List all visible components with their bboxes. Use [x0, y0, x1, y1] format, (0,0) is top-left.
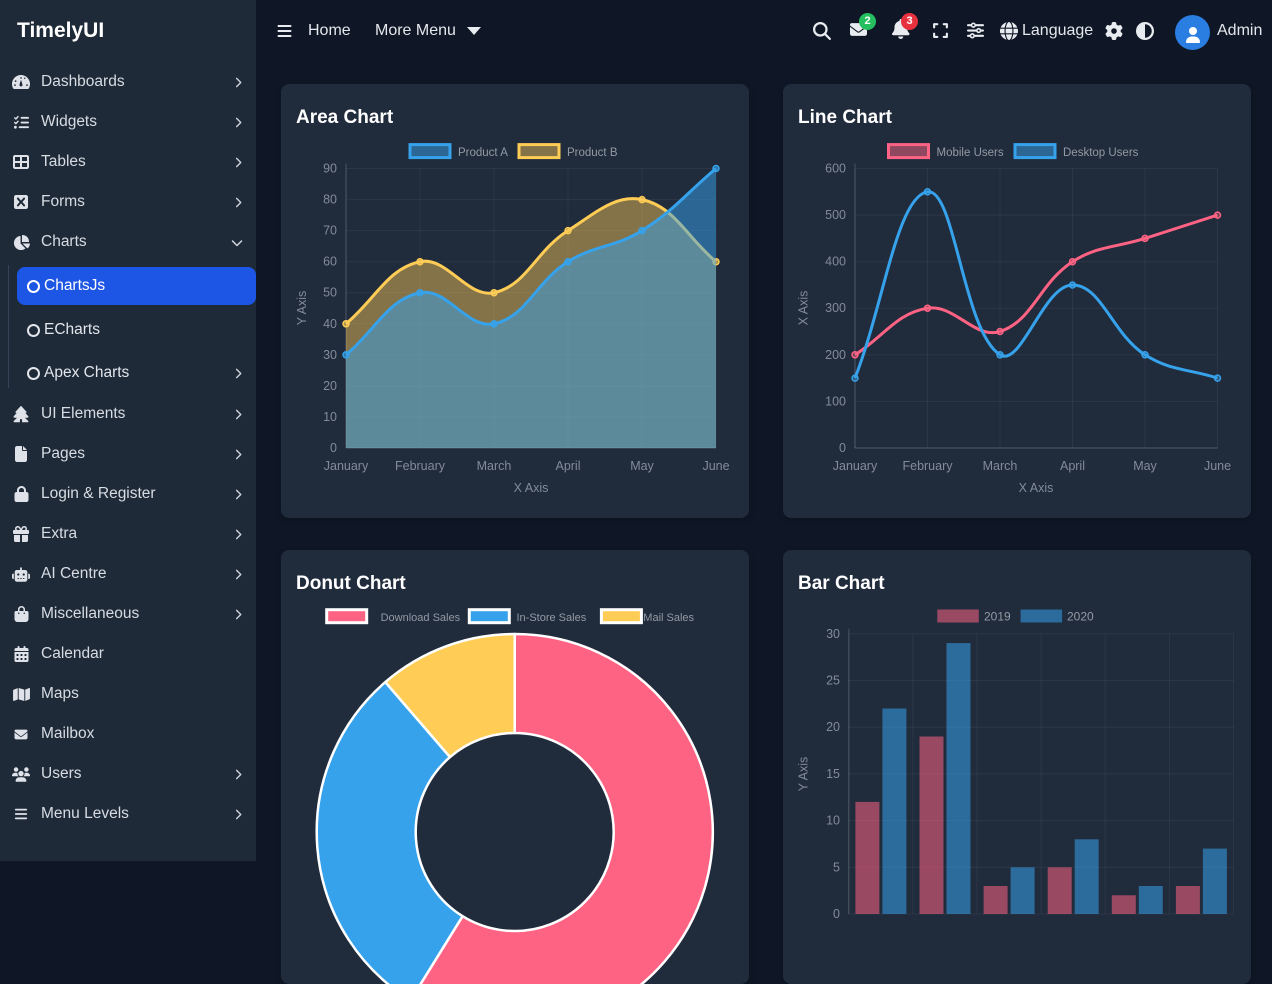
- svg-text:100: 100: [825, 394, 846, 408]
- svg-text:Product B: Product B: [567, 147, 618, 159]
- svg-text:600: 600: [825, 162, 846, 176]
- svg-text:February: February: [902, 459, 953, 473]
- svg-text:300: 300: [825, 301, 846, 315]
- svg-text:X Axis: X Axis: [1019, 481, 1054, 495]
- svg-text:Download Sales: Download Sales: [381, 612, 461, 624]
- svg-text:2019: 2019: [984, 610, 1011, 624]
- svg-text:April: April: [1060, 459, 1085, 473]
- svg-text:Mobile Users: Mobile Users: [937, 147, 1004, 159]
- svg-text:40: 40: [323, 317, 337, 331]
- svg-text:Y Axis: Y Axis: [797, 757, 811, 792]
- svg-text:60: 60: [323, 255, 337, 269]
- svg-text:20: 20: [323, 379, 337, 393]
- svg-text:50: 50: [323, 286, 337, 300]
- svg-text:5: 5: [833, 860, 840, 874]
- svg-text:70: 70: [323, 224, 337, 238]
- svg-text:Y Axis: Y Axis: [295, 291, 309, 326]
- svg-text:March: March: [477, 459, 512, 473]
- svg-text:20: 20: [826, 720, 840, 734]
- svg-text:Desktop Users: Desktop Users: [1063, 147, 1139, 159]
- svg-text:2020: 2020: [1067, 610, 1094, 624]
- svg-text:January: January: [833, 459, 878, 473]
- svg-text:10: 10: [826, 814, 840, 828]
- svg-text:15: 15: [826, 767, 840, 781]
- svg-text:10: 10: [323, 410, 337, 424]
- svg-text:200: 200: [825, 348, 846, 362]
- svg-text:500: 500: [825, 208, 846, 222]
- svg-text:In-Store Sales: In-Store Sales: [517, 612, 587, 624]
- svg-text:0: 0: [330, 441, 337, 455]
- svg-text:June: June: [1204, 459, 1231, 473]
- svg-text:30: 30: [826, 627, 840, 641]
- svg-text:Mail Sales: Mail Sales: [643, 612, 694, 624]
- svg-text:80: 80: [323, 193, 337, 207]
- svg-text:X Axis: X Axis: [797, 291, 811, 326]
- svg-text:400: 400: [825, 255, 846, 269]
- svg-text:May: May: [1133, 459, 1157, 473]
- svg-text:0: 0: [839, 441, 846, 455]
- svg-text:X Axis: X Axis: [514, 481, 549, 495]
- svg-text:January: January: [324, 459, 369, 473]
- svg-text:February: February: [395, 459, 446, 473]
- svg-text:June: June: [702, 459, 729, 473]
- svg-text:Product A: Product A: [458, 147, 508, 159]
- svg-text:90: 90: [323, 162, 337, 176]
- svg-text:0: 0: [833, 907, 840, 921]
- svg-text:25: 25: [826, 674, 840, 688]
- svg-text:March: March: [983, 459, 1018, 473]
- svg-text:May: May: [630, 459, 654, 473]
- svg-text:April: April: [555, 459, 580, 473]
- svg-text:30: 30: [323, 348, 337, 362]
